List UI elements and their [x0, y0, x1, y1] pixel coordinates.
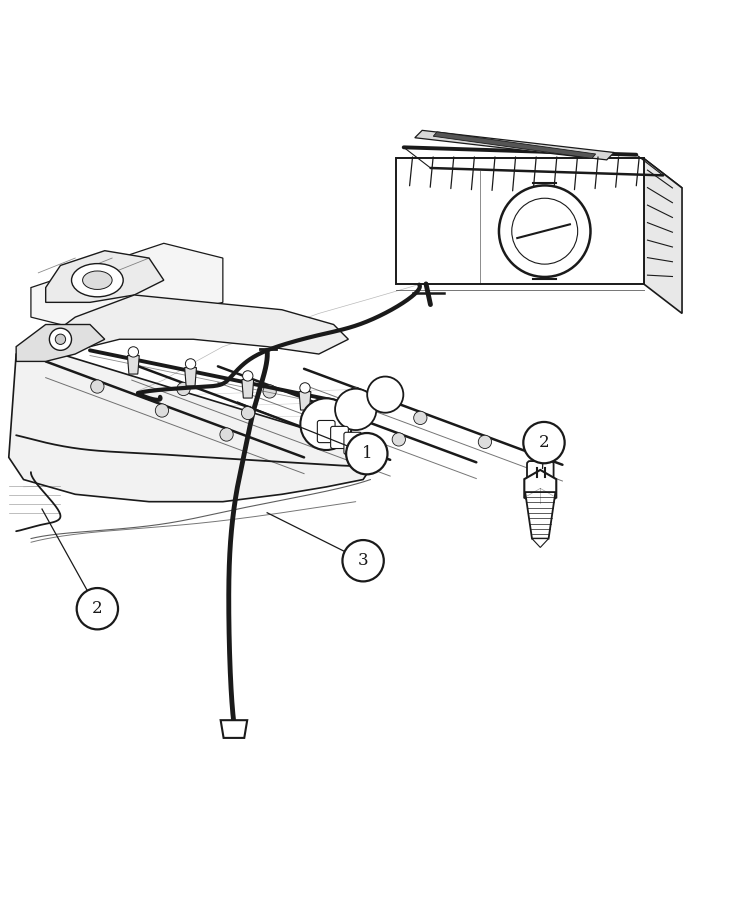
- Text: 1: 1: [362, 446, 372, 463]
- Circle shape: [413, 411, 427, 425]
- Circle shape: [368, 376, 403, 413]
- FancyBboxPatch shape: [330, 427, 348, 448]
- Polygon shape: [299, 392, 311, 410]
- Circle shape: [478, 436, 491, 448]
- FancyBboxPatch shape: [357, 438, 375, 460]
- Polygon shape: [31, 243, 223, 332]
- Circle shape: [349, 387, 362, 400]
- Circle shape: [242, 371, 253, 381]
- Circle shape: [335, 389, 376, 430]
- Circle shape: [156, 404, 169, 417]
- Circle shape: [128, 346, 139, 357]
- Polygon shape: [396, 158, 644, 284]
- Polygon shape: [644, 158, 682, 313]
- Circle shape: [263, 385, 276, 398]
- Polygon shape: [532, 538, 548, 547]
- Circle shape: [392, 433, 405, 446]
- Circle shape: [499, 185, 591, 277]
- Polygon shape: [415, 130, 614, 160]
- Circle shape: [220, 428, 233, 441]
- Circle shape: [306, 430, 319, 444]
- Ellipse shape: [82, 271, 112, 290]
- Text: 2: 2: [92, 600, 103, 617]
- Polygon shape: [433, 131, 596, 158]
- Circle shape: [50, 328, 72, 350]
- Circle shape: [300, 399, 352, 450]
- Polygon shape: [525, 470, 556, 507]
- Circle shape: [523, 422, 565, 464]
- FancyBboxPatch shape: [344, 432, 362, 454]
- FancyBboxPatch shape: [527, 461, 554, 485]
- Polygon shape: [525, 492, 556, 538]
- Circle shape: [512, 198, 578, 264]
- Text: 2: 2: [539, 434, 549, 451]
- Text: 3: 3: [358, 553, 368, 569]
- Circle shape: [346, 433, 388, 474]
- Polygon shape: [185, 367, 196, 386]
- Circle shape: [328, 409, 341, 422]
- Polygon shape: [242, 380, 253, 398]
- Circle shape: [242, 406, 255, 419]
- Polygon shape: [221, 720, 247, 738]
- Polygon shape: [9, 339, 378, 501]
- Polygon shape: [396, 158, 682, 188]
- Polygon shape: [16, 325, 104, 362]
- Circle shape: [56, 334, 66, 345]
- Polygon shape: [46, 251, 164, 302]
- Circle shape: [90, 380, 104, 393]
- Polygon shape: [46, 295, 348, 354]
- Circle shape: [177, 382, 190, 396]
- Circle shape: [300, 382, 310, 393]
- Circle shape: [342, 540, 384, 581]
- Circle shape: [185, 359, 196, 369]
- Ellipse shape: [72, 264, 123, 297]
- Circle shape: [76, 588, 118, 629]
- FancyBboxPatch shape: [317, 420, 335, 443]
- Polygon shape: [127, 356, 139, 374]
